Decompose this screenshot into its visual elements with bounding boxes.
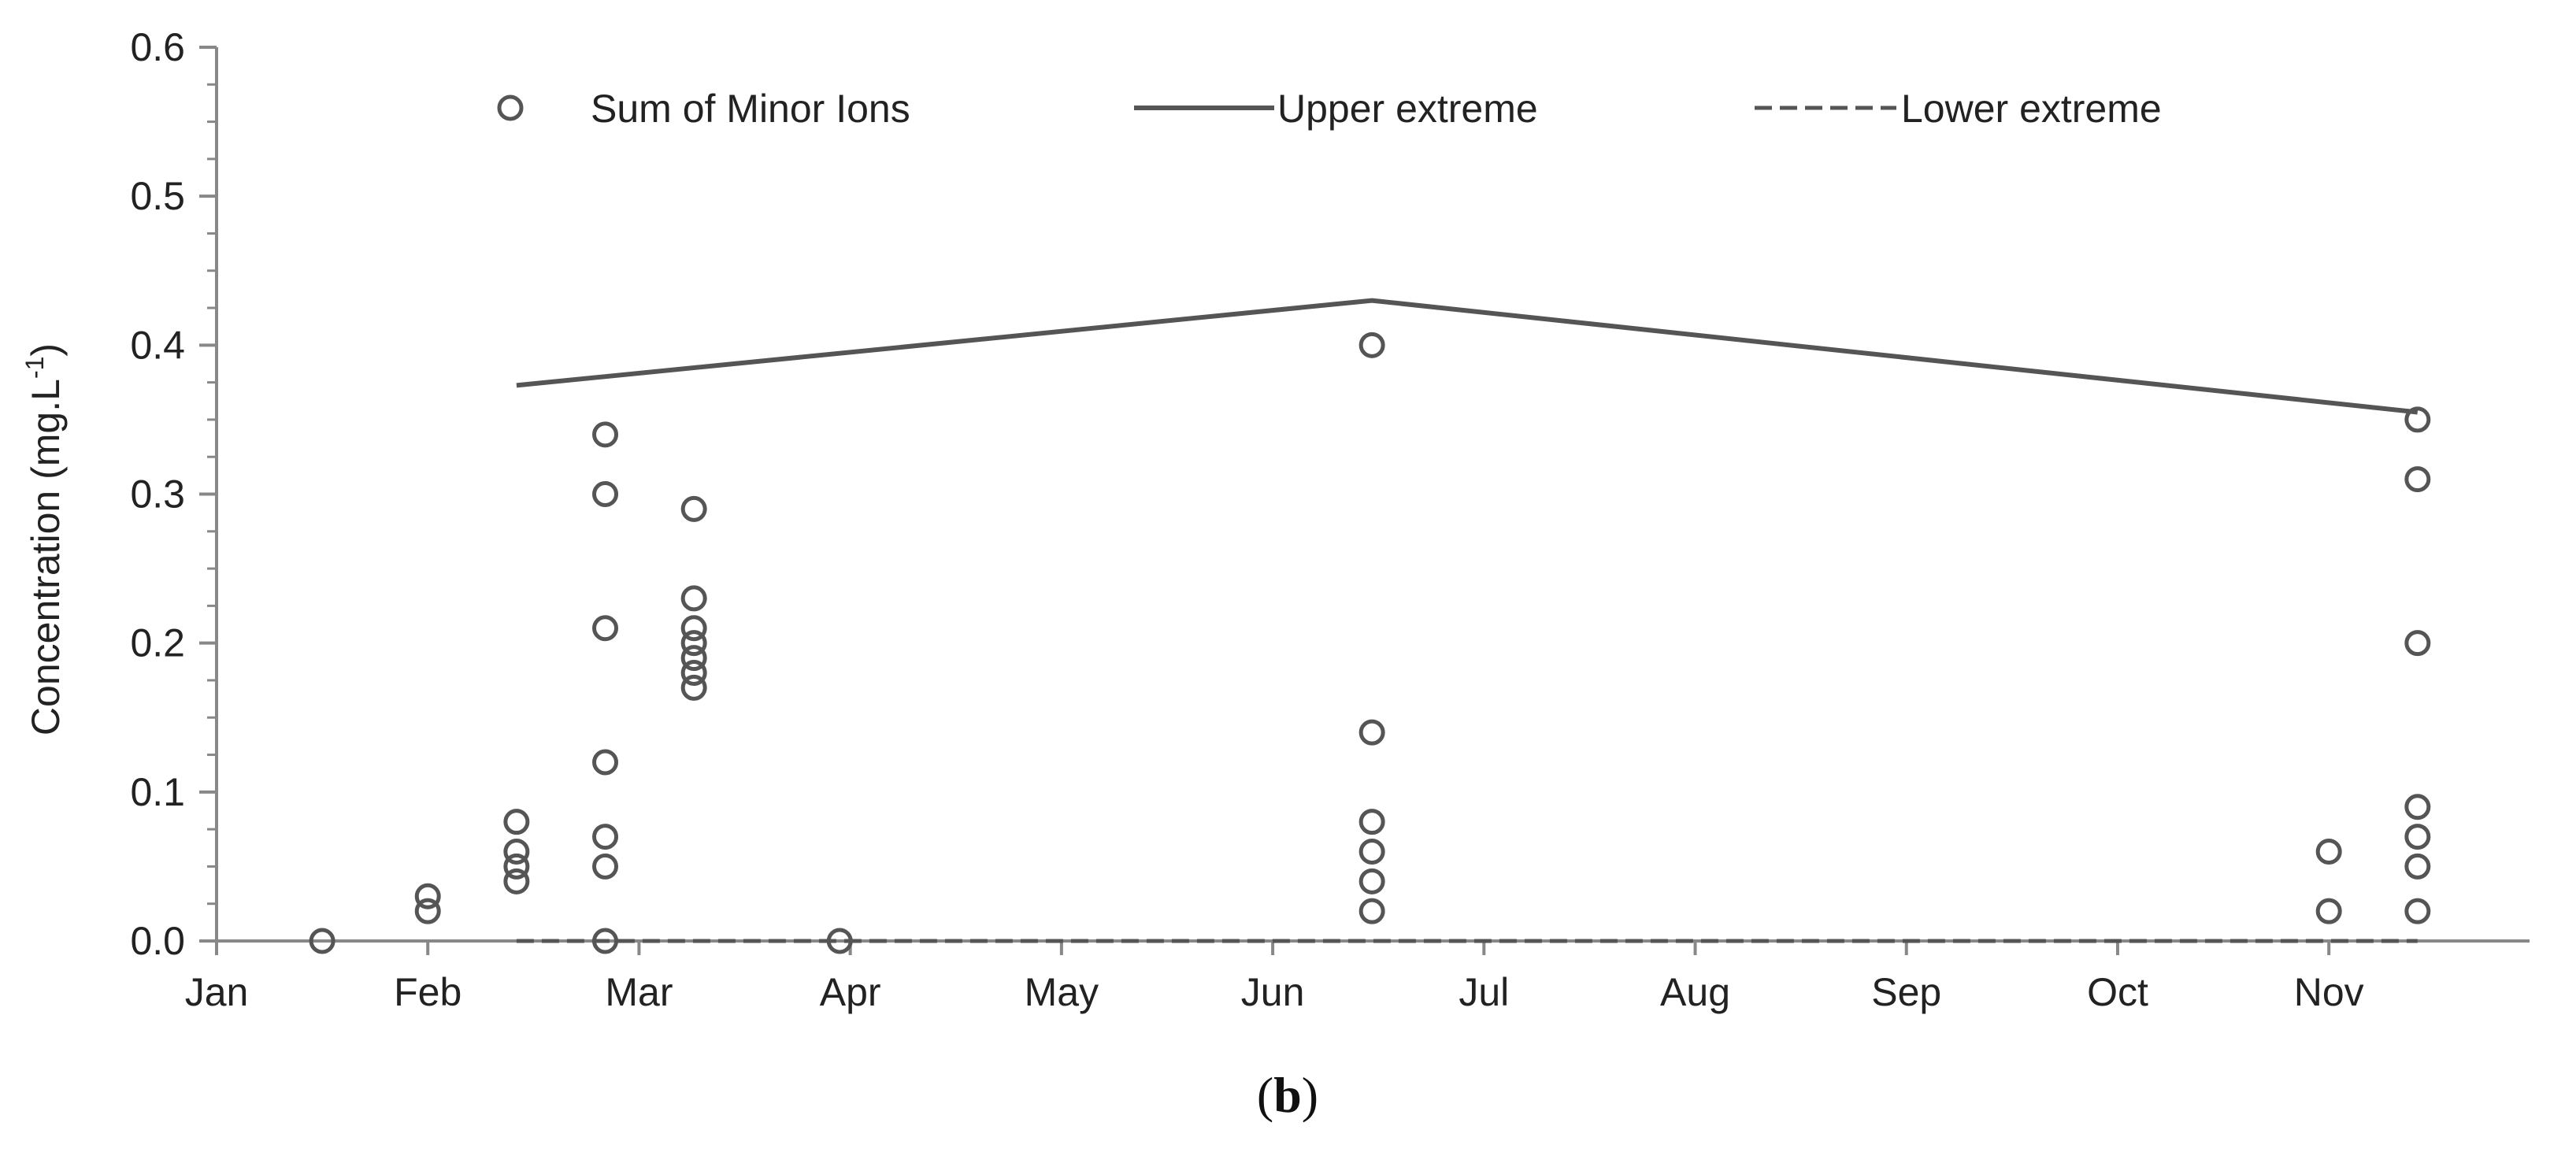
data-point xyxy=(2404,853,2431,880)
axes-layer: 0.0 0.1 0.2 0.3 0.4 0.5 0.6 Jan Feb Mar Apr May Jun J… xyxy=(130,25,2530,1014)
y-tick-label: 0.6 xyxy=(130,25,185,69)
legend-label-upper-extreme: Upper extreme xyxy=(1277,87,1538,131)
y-axis-title-superscript: -1 xyxy=(20,357,49,379)
y-tick-label: 0.2 xyxy=(130,621,185,665)
x-tick-label: Aug xyxy=(1660,970,1730,1014)
data-point xyxy=(1358,839,1385,865)
x-tick-label: Jul xyxy=(1458,970,1509,1014)
data-point xyxy=(680,585,707,612)
data-point xyxy=(592,481,619,507)
legend: Sum of Minor Ions Upper extreme Lower ex… xyxy=(497,87,2162,131)
data-point xyxy=(1358,868,1385,895)
data-point xyxy=(2404,824,2431,850)
x-tick-label: Apr xyxy=(820,970,881,1014)
series-lines xyxy=(516,298,2418,943)
data-point xyxy=(2404,466,2431,493)
y-axis-title-main: Concentration (mg.L xyxy=(24,379,68,735)
x-tick-label: Jan xyxy=(185,970,249,1014)
data-point xyxy=(680,660,707,686)
data-point xyxy=(1358,719,1385,746)
series-points xyxy=(309,332,2431,954)
data-point xyxy=(2404,630,2431,657)
x-tick-label: Feb xyxy=(394,970,461,1014)
legend-marker-minor-ions xyxy=(497,94,524,121)
legend-label-minor-ions: Sum of Minor Ions xyxy=(591,87,910,131)
data-point xyxy=(503,868,530,895)
y-tick-label: 0.0 xyxy=(130,919,185,963)
x-tick-label: Sep xyxy=(1871,970,1941,1014)
data-point xyxy=(414,898,441,924)
y-tick-label: 0.1 xyxy=(130,770,185,814)
y-tick-label: 0.5 xyxy=(130,174,185,218)
x-tick-label: Mar xyxy=(605,970,673,1014)
data-point xyxy=(2404,794,2431,820)
legend-label-lower-extreme: Lower extreme xyxy=(1901,87,2162,131)
data-point xyxy=(309,928,335,954)
data-point xyxy=(503,839,530,865)
y-axis-title-close: ) xyxy=(24,343,68,357)
x-tick-label: May xyxy=(1025,970,1099,1014)
data-point xyxy=(2315,839,2342,865)
x-tick-label: Jun xyxy=(1241,970,1305,1014)
data-point xyxy=(1358,809,1385,835)
panel-label: (b) xyxy=(1257,1067,1318,1123)
panel-label-letter: b xyxy=(1273,1067,1302,1123)
y-tick-label: 0.3 xyxy=(130,472,185,517)
data-point xyxy=(503,809,530,835)
upper-extreme-line xyxy=(516,298,2418,415)
data-point xyxy=(592,421,619,448)
data-point xyxy=(2404,406,2431,433)
data-point xyxy=(592,824,619,850)
x-tick-label: Oct xyxy=(2087,970,2148,1014)
data-point xyxy=(414,883,441,909)
data-point xyxy=(592,615,619,642)
data-point xyxy=(503,853,530,880)
x-tick-label: Nov xyxy=(2294,970,2364,1014)
data-point xyxy=(680,674,707,701)
panel-label-open: ( xyxy=(1257,1067,1273,1123)
data-point xyxy=(680,615,707,642)
y-tick-label: 0.4 xyxy=(130,323,185,367)
panel-label-close: ) xyxy=(1302,1067,1318,1123)
data-point xyxy=(2315,898,2342,924)
y-axis-title: Concentration (mg.L-1) xyxy=(20,343,68,735)
data-point xyxy=(826,928,853,954)
data-point xyxy=(2404,898,2431,924)
data-point xyxy=(592,749,619,776)
data-point xyxy=(680,495,707,522)
data-point xyxy=(680,645,707,672)
data-point xyxy=(680,630,707,657)
data-point xyxy=(1358,332,1385,358)
data-point xyxy=(1358,898,1385,924)
data-point xyxy=(592,853,619,880)
data-point xyxy=(592,928,619,954)
